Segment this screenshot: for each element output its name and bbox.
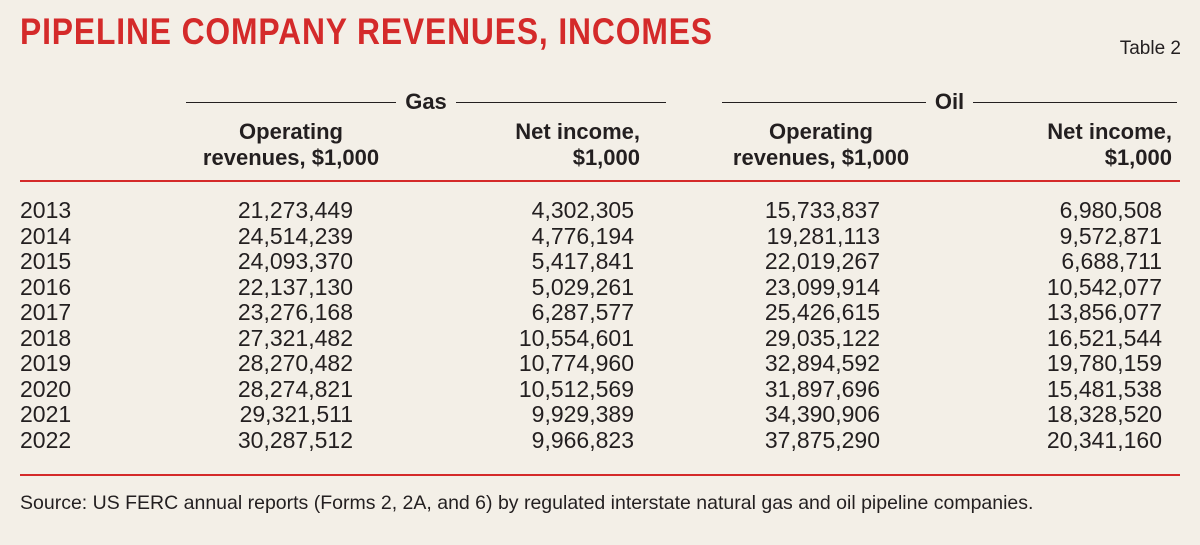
table-row: 2013 21,273,449 4,302,305 15,733,837 6,9… — [0, 197, 1200, 224]
cell-gas-revenues: 21,273,449 — [237, 197, 353, 223]
column-header-line: revenues, $1,000 — [202, 145, 380, 170]
cell-oil-net-income: 6,980,508 — [1059, 197, 1162, 223]
cell-gas-revenues: 24,514,239 — [237, 222, 353, 249]
column-header-line: Operating — [769, 119, 873, 144]
cell-oil-revenues: 37,875,290 — [764, 426, 880, 453]
cell-oil-net-income: 15,481,538 — [1046, 375, 1162, 402]
cell-gas-revenues: 24,093,370 — [237, 248, 353, 274]
cell-gas-net-income: 5,417,841 — [531, 248, 634, 274]
cell-oil-revenues: 32,894,592 — [764, 350, 880, 376]
column-header-line: Net income, — [1047, 119, 1172, 144]
table-row: 2018 27,321,482 10,554,601 29,035,122 16… — [0, 324, 1200, 352]
cell-oil-revenues: 19,281,113 — [766, 222, 880, 249]
cell-oil-revenues: 15,733,837 — [764, 197, 880, 223]
cell-oil-net-income: 19,780,159 — [1046, 350, 1162, 376]
column-header-line: $1,000 — [572, 145, 640, 170]
table-row: 2014 24,514,239 4,776,194 19,281,113 9,5… — [0, 222, 1200, 250]
group-header-gas: Gas — [186, 90, 666, 114]
footer-divider — [20, 474, 1180, 476]
table-row: 2021 29,321,511 9,929,389 34,390,906 18,… — [0, 401, 1200, 428]
table-row: 2017 23,276,168 6,287,577 25,426,615 13,… — [0, 299, 1200, 326]
cell-gas-net-income: 5,029,261 — [531, 273, 634, 300]
cell-gas-net-income: 4,302,305 — [531, 197, 634, 223]
cell-year: 2020 — [20, 375, 72, 402]
cell-gas-revenues: 27,321,482 — [237, 324, 353, 351]
column-header-line: $1,000 — [1104, 145, 1172, 170]
table-number: Table 2 — [1119, 38, 1181, 59]
table-row: 2022 30,287,512 9,966,823 37,875,290 20,… — [0, 426, 1200, 454]
cell-oil-revenues: 34,390,906 — [764, 401, 880, 427]
table-title: PIPELINE COMPANY REVENUES, INCOMES — [20, 11, 713, 52]
cell-year: 2018 — [20, 324, 72, 351]
cell-oil-net-income: 10,542,077 — [1046, 273, 1162, 300]
table-row: 2015 24,093,370 5,417,841 22,019,267 6,6… — [0, 248, 1200, 275]
group-rule-right — [973, 101, 1177, 103]
column-header-oil-net-income: Net income, $1,000 — [1047, 119, 1172, 171]
group-rule-left — [722, 101, 926, 103]
cell-gas-revenues: 22,137,130 — [237, 273, 353, 300]
cell-oil-revenues: 31,897,696 — [764, 375, 880, 402]
group-label-oil: Oil — [934, 89, 965, 114]
group-rule-right — [455, 101, 666, 103]
cell-year: 2014 — [20, 222, 72, 249]
cell-oil-net-income: 6,688,711 — [1061, 248, 1162, 274]
cell-gas-net-income: 10,774,960 — [518, 350, 634, 376]
column-header-gas-revenues: Operating revenues, $1,000 — [192, 119, 390, 171]
header-divider — [20, 180, 1180, 182]
group-label-gas: Gas — [405, 89, 447, 114]
table-row: 2019 28,270,482 10,774,960 32,894,592 19… — [0, 350, 1200, 377]
group-rule-left — [186, 101, 397, 103]
table-row: 2020 28,274,821 10,512,569 31,897,696 15… — [0, 375, 1200, 403]
cell-oil-net-income: 18,328,520 — [1046, 401, 1162, 427]
column-header-line: Operating — [239, 119, 343, 144]
cell-year: 2019 — [20, 350, 72, 376]
cell-oil-revenues: 29,035,122 — [764, 324, 880, 351]
cell-gas-net-income: 6,287,577 — [531, 299, 634, 325]
cell-gas-net-income: 9,929,389 — [531, 401, 634, 427]
table-row: 2016 22,137,130 5,029,261 23,099,914 10,… — [0, 273, 1200, 301]
cell-gas-revenues: 28,274,821 — [237, 375, 353, 402]
cell-year: 2022 — [20, 426, 72, 453]
column-header-gas-net-income: Net income, $1,000 — [515, 119, 640, 171]
cell-gas-net-income: 10,554,601 — [518, 324, 634, 351]
cell-gas-revenues: 30,287,512 — [237, 426, 353, 453]
column-header-line: Net income, — [515, 119, 640, 144]
cell-oil-net-income: 9,572,871 — [1059, 222, 1162, 249]
cell-gas-net-income: 9,966,823 — [531, 426, 634, 453]
column-header-line: revenues, $1,000 — [732, 145, 910, 170]
cell-gas-net-income: 4,776,194 — [531, 222, 634, 249]
column-header-oil-revenues: Operating revenues, $1,000 — [722, 119, 920, 171]
cell-oil-revenues: 23,099,914 — [764, 273, 880, 300]
cell-year: 2021 — [20, 401, 72, 427]
cell-oil-net-income: 16,521,544 — [1046, 324, 1162, 351]
cell-oil-net-income: 20,341,160 — [1046, 426, 1162, 453]
cell-year: 2017 — [20, 299, 72, 325]
source-note: Source: US FERC annual reports (Forms 2,… — [20, 492, 1034, 514]
cell-year: 2015 — [20, 248, 72, 274]
table-body: 2013 21,273,449 4,302,305 15,733,837 6,9… — [0, 197, 1200, 454]
cell-gas-revenues: 23,276,168 — [237, 299, 353, 325]
cell-year: 2016 — [20, 273, 72, 300]
cell-year: 2013 — [20, 197, 72, 223]
cell-oil-revenues: 25,426,615 — [764, 299, 880, 325]
cell-oil-revenues: 22,019,267 — [764, 248, 880, 274]
cell-oil-net-income: 13,856,077 — [1046, 299, 1162, 325]
cell-gas-revenues: 28,270,482 — [237, 350, 353, 376]
cell-gas-net-income: 10,512,569 — [518, 375, 634, 402]
group-header-oil: Oil — [722, 90, 1177, 114]
cell-gas-revenues: 29,321,511 — [239, 401, 353, 427]
